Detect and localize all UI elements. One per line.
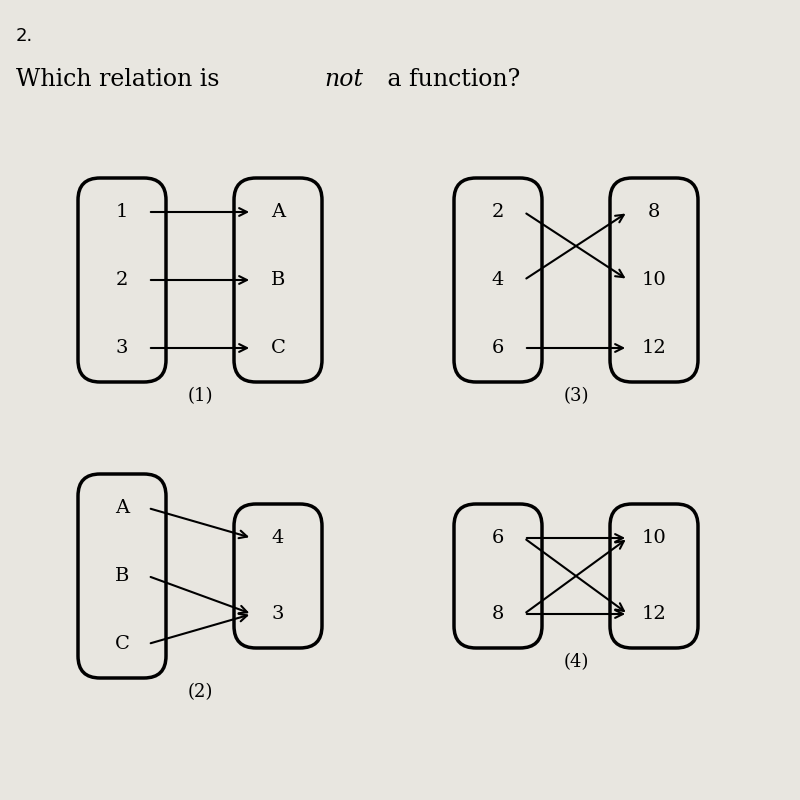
Text: A: A: [115, 499, 129, 517]
Text: 1: 1: [116, 203, 128, 221]
Text: (3): (3): [563, 387, 589, 405]
Text: A: A: [271, 203, 285, 221]
Text: 3: 3: [272, 605, 284, 623]
Text: C: C: [114, 635, 130, 653]
Text: B: B: [115, 567, 129, 585]
Text: 12: 12: [642, 605, 666, 623]
Text: B: B: [271, 271, 285, 289]
Text: 2: 2: [116, 271, 128, 289]
Text: 3: 3: [116, 339, 128, 357]
Text: (1): (1): [187, 387, 213, 405]
Text: a function?: a function?: [380, 69, 520, 91]
Text: (4): (4): [563, 653, 589, 671]
Text: Which relation is: Which relation is: [16, 69, 227, 91]
Text: 4: 4: [492, 271, 504, 289]
Text: C: C: [270, 339, 286, 357]
Text: (2): (2): [187, 683, 213, 701]
Text: 2.: 2.: [16, 27, 34, 45]
Text: 6: 6: [492, 339, 504, 357]
Text: 6: 6: [492, 529, 504, 547]
Text: 8: 8: [648, 203, 660, 221]
Text: 4: 4: [272, 529, 284, 547]
Text: 8: 8: [492, 605, 504, 623]
Text: 10: 10: [642, 529, 666, 547]
Text: 2: 2: [492, 203, 504, 221]
Text: 10: 10: [642, 271, 666, 289]
Text: 12: 12: [642, 339, 666, 357]
Text: not: not: [324, 69, 363, 91]
